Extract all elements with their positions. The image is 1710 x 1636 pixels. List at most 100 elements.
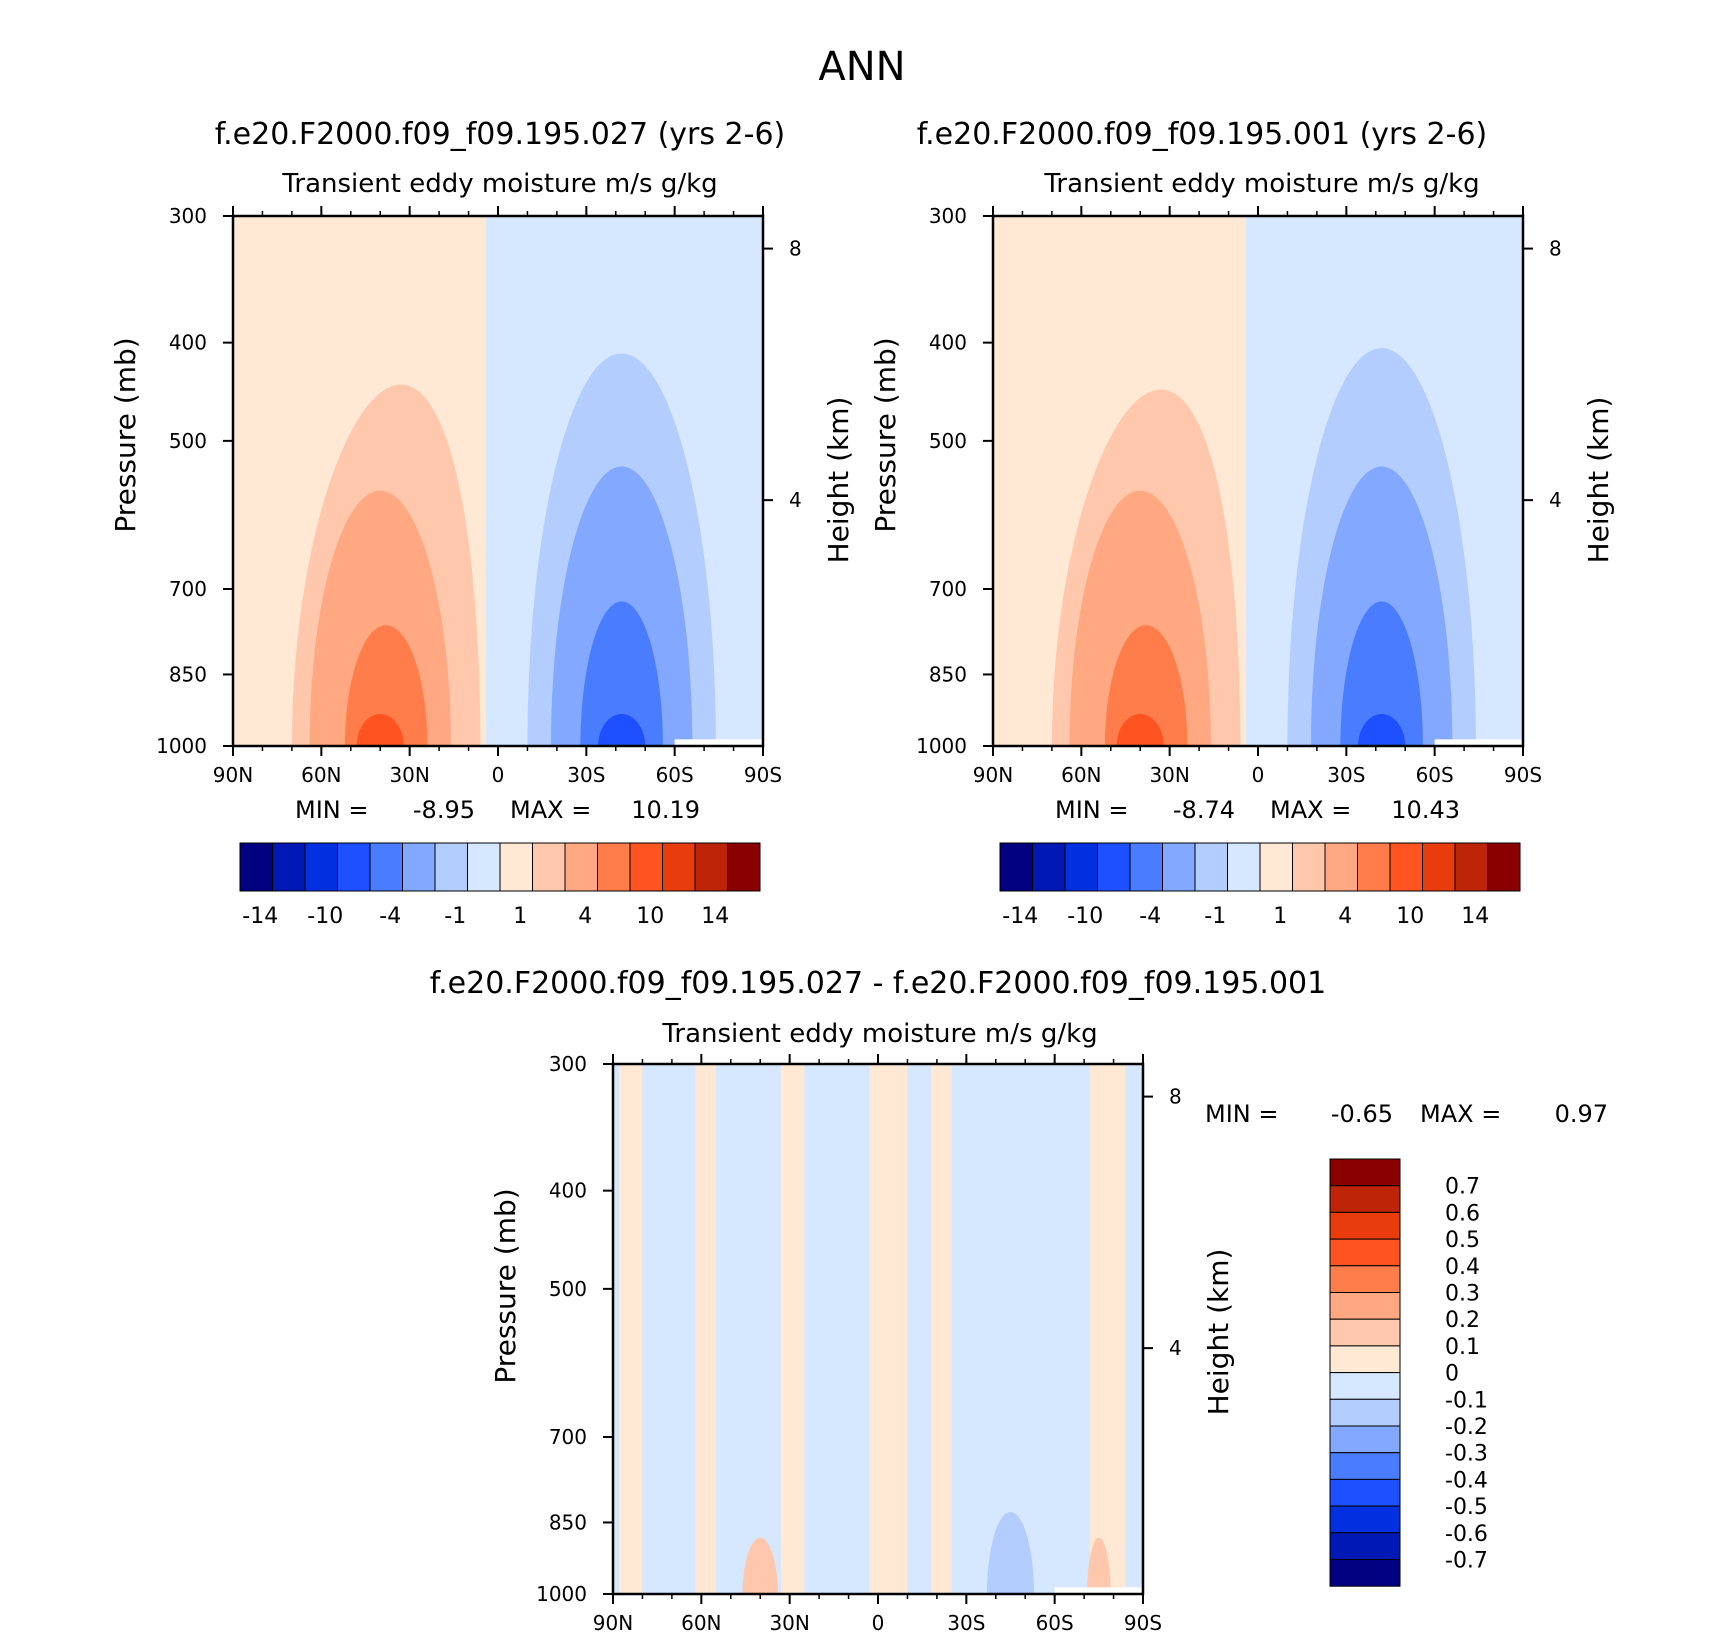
- colorbar-box-11: [1357, 842, 1391, 892]
- diff-positive-band-3: [869, 1064, 908, 1594]
- diff-positive-band-0: [618, 1064, 643, 1594]
- panel-1-min-value: -8.95: [413, 796, 475, 824]
- nh-lobe-level-4: [356, 714, 404, 746]
- sh-lobe-level-3: [1340, 601, 1423, 746]
- panel-3-colorbar: 0.70.60.50.40.30.20.10-0.1-0.2-0.3-0.4-0…: [1329, 1158, 1488, 1587]
- colorbar-box-6: [1194, 842, 1228, 892]
- diff-positive-patch: [742, 1537, 778, 1594]
- panel-2-max-value: 10.43: [1391, 796, 1460, 824]
- colorbar-label-3: 0.4: [1445, 1255, 1480, 1280]
- sh-lobe-level-4: [598, 714, 646, 746]
- y-tick-label-4: 850: [929, 662, 967, 686]
- x-tick-label-2: 30N: [769, 1611, 809, 1635]
- panel-2-ylabel-right: Height (km): [1582, 397, 1615, 564]
- panel-2-colorbar: -14 -10 -4 -1 1 4 10 14: [999, 842, 1521, 929]
- colorbar-label-2: -4: [379, 904, 401, 929]
- x-tick-label-5: 60S: [656, 763, 694, 787]
- colorbar-box-0: [999, 842, 1033, 892]
- colorbar-label-5: 4: [1338, 904, 1352, 929]
- x-tick-label-3: 0: [492, 763, 505, 787]
- panel-2-title: f.e20.F2000.f09_f09.195.001 (yrs 2-6): [917, 117, 1487, 152]
- colorbar-label-5: 4: [578, 904, 592, 929]
- y-tick-label-1: 400: [929, 331, 967, 355]
- colorbar-box-5: [1329, 1292, 1401, 1320]
- diff-positive-band-2: [780, 1064, 805, 1594]
- colorbar-box-3: [1097, 842, 1131, 892]
- colorbar-box-13: [1422, 842, 1456, 892]
- y-tick-label-5: 1000: [536, 1582, 587, 1606]
- x-tick-label-4: 30S: [947, 1611, 985, 1635]
- panel-1-ylabel: Pressure (mb): [109, 337, 142, 532]
- panel-3: f.e20.F2000.f09_f09.195.027 - f.e20.F200…: [430, 966, 1608, 1635]
- colorbar-box-8: [499, 842, 533, 892]
- y-tick-label-2: 500: [549, 1277, 587, 1301]
- colorbar-label-8: -0.1: [1445, 1388, 1488, 1413]
- x-tick-label-2: 30N: [1149, 763, 1189, 787]
- colorbar-label-13: -0.6: [1445, 1522, 1488, 1547]
- x-tick-label-6: 90S: [1124, 1611, 1162, 1635]
- diff-positive-band-5: [1090, 1064, 1126, 1594]
- panel-1-plot-area: 90N 60N 30N 0 30S 60S 90S 300 400 500 700 850 1000 8 4: [156, 204, 802, 787]
- y-tick-label-1: 400: [549, 1179, 587, 1203]
- colorbar-label-6: 10: [636, 904, 664, 929]
- nh-lobe-level-3: [344, 625, 428, 746]
- diff-negative-patch: [986, 1511, 1035, 1594]
- x-tick-label-5: 60S: [1036, 1611, 1074, 1635]
- colorbar-box-12: [1389, 842, 1423, 892]
- sh-lobe-level-3: [580, 601, 663, 746]
- y-tick-label-4: 850: [169, 662, 207, 686]
- y-tick-label-0: 300: [169, 204, 207, 228]
- colorbar-label-3: -1: [1204, 904, 1226, 929]
- colorbar-box-8: [1329, 1372, 1401, 1400]
- figure-title: ANN: [818, 44, 905, 90]
- x-tick-label-1: 60N: [1061, 763, 1101, 787]
- colorbar-box-10: [1329, 1425, 1401, 1454]
- panel-2-min-value: -8.74: [1173, 796, 1235, 824]
- panel-1-ylabel-right: Height (km): [822, 397, 855, 564]
- y-right-tick-label-0: 8: [789, 237, 802, 261]
- colorbar-box-12: [629, 842, 663, 892]
- colorbar-label-0: -14: [242, 904, 278, 929]
- colorbar-box-4: [1129, 842, 1163, 892]
- colorbar-box-12: [1329, 1478, 1401, 1507]
- x-tick-label-6: 90S: [744, 763, 782, 787]
- panel-2-min-label: MIN =: [1055, 796, 1128, 824]
- diff-positive-patch-sh: [1087, 1537, 1111, 1594]
- colorbar-box-15: [1329, 1559, 1401, 1587]
- x-tick-label-0: 90N: [973, 763, 1013, 787]
- panel-3-min-value: -0.65: [1331, 1100, 1393, 1128]
- colorbar-box-1: [1329, 1185, 1401, 1213]
- colorbar-label-4: 1: [513, 904, 527, 929]
- y-tick-label-0: 300: [929, 204, 967, 228]
- x-tick-label-2: 30N: [389, 763, 429, 787]
- x-tick-label-4: 30S: [1327, 763, 1365, 787]
- colorbar-box-7: [1227, 842, 1261, 892]
- panel-1-colorbar: -14 -10 -4 -1 1 4 10 14: [239, 842, 761, 929]
- x-tick-label-4: 30S: [567, 763, 605, 787]
- colorbar-box-3: [1329, 1238, 1401, 1267]
- colorbar-box-0: [239, 842, 273, 892]
- colorbar-box-7: [1329, 1345, 1401, 1374]
- panel-1-max-value: 10.19: [631, 796, 700, 824]
- panel-2-plot-area: 90N 60N 30N 0 30S 60S 90S 300 400 500 700 850 1000 8 4: [916, 204, 1562, 787]
- nh-lobe-level-3: [1104, 625, 1188, 746]
- colorbar-label-14: -0.7: [1445, 1549, 1488, 1574]
- x-tick-label-1: 60N: [301, 763, 341, 787]
- colorbar-box-5: [402, 842, 436, 892]
- panel-3-subtitle: Transient eddy moisture m/s g/kg: [661, 1019, 1097, 1049]
- colorbar-box-8: [1259, 842, 1293, 892]
- colorbar-label-12: -0.5: [1445, 1495, 1488, 1520]
- x-tick-label-1: 60N: [681, 1611, 721, 1635]
- colorbar-label-10: -0.3: [1445, 1442, 1488, 1467]
- panel-1-subtitle: Transient eddy moisture m/s g/kg: [281, 169, 717, 199]
- colorbar-label-0: -14: [1002, 904, 1038, 929]
- colorbar-label-1: -10: [307, 904, 343, 929]
- y-tick-label-3: 700: [169, 577, 207, 601]
- colorbar-box-2: [1064, 842, 1098, 892]
- topography-mask: [1434, 739, 1523, 746]
- colorbar-label-6: 10: [1396, 904, 1424, 929]
- x-tick-label-5: 60S: [1416, 763, 1454, 787]
- y-right-tick-label-0: 8: [1169, 1085, 1182, 1109]
- panel-1-title: f.e20.F2000.f09_f09.195.027 (yrs 2-6): [215, 117, 785, 152]
- colorbar-label-6: 0.1: [1445, 1335, 1480, 1360]
